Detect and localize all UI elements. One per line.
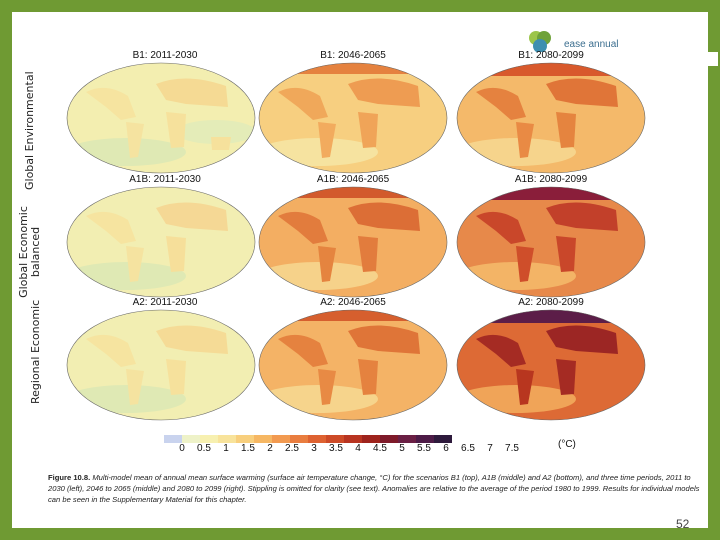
figure-caption: Figure 10.8. Multi-model mean of annual … xyxy=(48,472,700,505)
scale-swatch xyxy=(254,435,272,443)
row-label-regional-economic: Regional Economic xyxy=(29,299,42,404)
slide: ease annual Global Environmental Global … xyxy=(12,12,718,531)
scale-swatch xyxy=(398,435,416,443)
panel-title-a1b-2046: A1B: 2046-2065 xyxy=(316,174,390,185)
scale-swatch xyxy=(290,435,308,443)
warming-map-b1-2011 xyxy=(66,62,256,174)
logo-icon xyxy=(508,31,718,66)
scale-swatch xyxy=(272,435,290,443)
scale-swatch xyxy=(416,435,434,443)
panel-title-a1b-2080: A1B: 2080-2099 xyxy=(514,174,588,185)
warming-map-a2-2046 xyxy=(258,309,448,421)
logo-text: ease annual xyxy=(564,39,619,50)
scale-tick-label: 1 xyxy=(223,443,229,454)
scale-tick-label: 6.5 xyxy=(461,443,475,454)
panel-title-b1-2011: B1: 2011-2030 xyxy=(132,50,198,61)
color-scale xyxy=(164,435,452,443)
row-label-environmental: Global Environmental xyxy=(23,71,36,190)
scale-swatch xyxy=(200,435,218,443)
scale-swatch xyxy=(164,435,182,443)
panel-title-b1-2080: B1: 2080-2099 xyxy=(518,50,584,61)
scale-swatch xyxy=(236,435,254,443)
warming-map-a2-2011 xyxy=(66,309,256,421)
warming-map-a2-2080 xyxy=(456,309,646,421)
scale-swatch xyxy=(308,435,326,443)
scale-swatch xyxy=(326,435,344,443)
scale-tick-label: 0.5 xyxy=(197,443,211,454)
row-label-economic-balanced: Global Economic balanced xyxy=(17,206,42,298)
scale-tick-label: 1.5 xyxy=(241,443,255,454)
scale-swatch xyxy=(344,435,362,443)
scale-tick-label: 4 xyxy=(355,443,361,454)
color-scale-unit: (°C) xyxy=(558,439,576,450)
scale-swatch xyxy=(218,435,236,443)
page-number: 52 xyxy=(676,517,690,531)
warming-map-a1b-2011 xyxy=(66,186,256,298)
scale-tick-label: 6 xyxy=(443,443,449,454)
scale-swatch xyxy=(362,435,380,443)
panel-title-a2-2046: A2: 2046-2065 xyxy=(320,297,386,308)
scale-tick-label: 7.5 xyxy=(505,443,519,454)
color-scale-ticks: 0 0.5 1 1.5 2 2.5 3 3.5 4 4.5 5 5.5 6 6.5 7 7.5 xyxy=(178,443,538,455)
warming-map-b1-2080 xyxy=(456,62,646,174)
panel-title-a2-2080: A2: 2080-2099 xyxy=(518,297,584,308)
scale-tick-label: 5.5 xyxy=(417,443,431,454)
caption-text: Multi-model mean of annual mean surface … xyxy=(48,473,700,504)
scale-tick-label: 3 xyxy=(311,443,317,454)
warming-map-b1-2046 xyxy=(258,62,448,174)
warming-map-a1b-2080 xyxy=(456,186,646,298)
scale-tick-label: 0 xyxy=(179,443,185,454)
scale-tick-label: 4.5 xyxy=(373,443,387,454)
scale-tick-label: 3.5 xyxy=(329,443,343,454)
panel-title-a1b-2011: A1B: 2011-2030 xyxy=(129,174,201,185)
scale-tick-label: 7 xyxy=(487,443,493,454)
panel-title-a2-2011: A2: 2011-2030 xyxy=(132,297,198,308)
scale-tick-label: 2 xyxy=(267,443,273,454)
caption-label: Figure 10.8. xyxy=(48,473,91,482)
scale-tick-label: 2.5 xyxy=(285,443,299,454)
scale-swatch xyxy=(434,435,452,443)
panel-title-b1-2046: B1: 2046-2065 xyxy=(320,50,386,61)
warming-map-a1b-2046 xyxy=(258,186,448,298)
scale-tick-label: 5 xyxy=(399,443,405,454)
scale-swatch xyxy=(380,435,398,443)
scale-swatch xyxy=(182,435,200,443)
